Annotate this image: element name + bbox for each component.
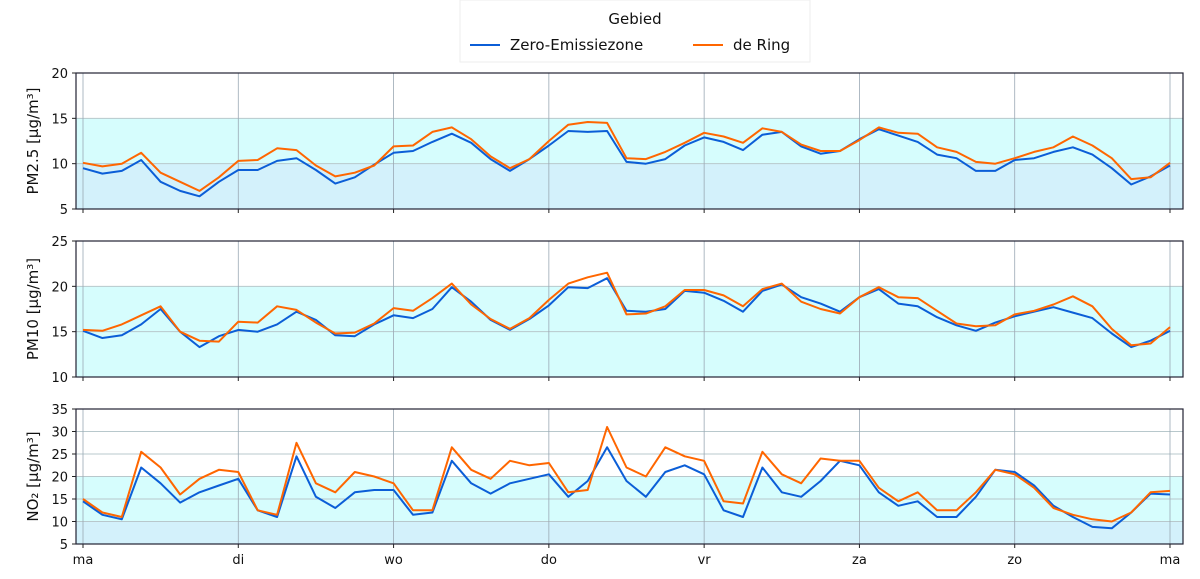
panel-no2: 5 10 15 20 25 30 35 NO₂ [µg/m³] ma di wo do vr za zo ma [24,403,1184,568]
x-tick-label: do [541,553,557,568]
y-tick-label: 30 [51,426,68,441]
legend-frame [459,0,811,63]
series-line-zero-emissiezone [82,128,1171,198]
y-axis-label: NO₂ [µg/m³] [24,431,42,521]
x-tick-label: wo [384,553,403,568]
y-tick-label: 25 [51,448,68,463]
y-tick-label: 10 [51,516,68,531]
y-tick-label: 35 [51,403,68,418]
threshold-band [76,118,1183,164]
y-tick-label: 25 [51,235,68,250]
y-tick-label: 20 [51,471,68,486]
axes-frame [75,240,1184,378]
axes-frame [75,408,1184,545]
series-line-de-ring [82,271,1171,347]
y-axis-label: PM10 [µg/m³] [24,258,42,360]
x-tick-label: di [232,553,244,568]
series-line-de-ring [82,426,1171,523]
y-tick-label: 10 [51,371,68,386]
legend-title: Gebied [608,10,661,28]
y-tick-label: 15 [51,112,68,127]
legend-label-zero-emissiezone: Zero-Emissiezone [510,36,643,54]
y-tick-label: 10 [51,158,68,173]
series-line-de-ring [82,121,1171,192]
y-tick-label: 20 [51,67,68,82]
x-tick-label: vr [698,553,712,568]
axes-frame [75,72,1184,210]
y-axis-label: PM2.5 [µg/m³] [24,87,42,194]
x-tick-label: ma [1160,553,1181,568]
y-tick-label: 15 [51,326,68,341]
y-tick-label: 5 [60,203,68,218]
panel-pm10: 10 15 20 25 PM10 [µg/m³] [24,235,1184,386]
legend: Gebied Zero-Emissiezone de Ring [459,0,811,63]
panel-pm25: 5 10 15 20 PM2.5 [µg/m³] [24,67,1184,218]
x-tick-label: ma [73,553,94,568]
x-tick-label: zo [1007,553,1022,568]
threshold-band [76,521,1183,544]
y-tick-label: 5 [60,538,68,553]
y-tick-label: 15 [51,493,68,508]
legend-label-de-ring: de Ring [733,36,790,54]
x-tick-label: za [852,553,867,568]
y-tick-label: 20 [51,280,68,295]
threshold-band [76,163,1183,209]
